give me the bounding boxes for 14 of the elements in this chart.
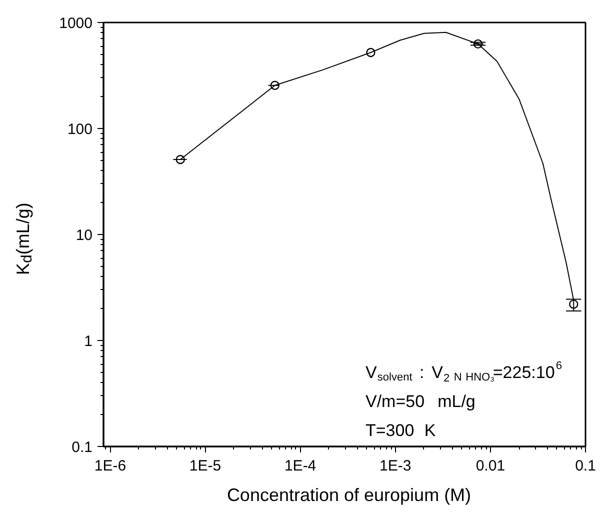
x-tick-label: 0.1 [575, 458, 596, 474]
annotation: T=300 K [366, 421, 436, 440]
annotation: V/m=50 mL/g [366, 392, 476, 411]
x-axis-title: Concentration of europium (M) [226, 484, 472, 507]
y-tick-label: 10 [76, 227, 93, 244]
y-tick-label: 1000 [59, 15, 93, 32]
x-tick-label: 1E-4 [284, 458, 316, 474]
x-tick-label: 1E-5 [189, 458, 222, 474]
y-tick-label: 100 [67, 121, 93, 138]
y-tick-label: 1 [84, 333, 92, 350]
x-tick-label: 1E-6 [94, 458, 126, 474]
y-tick-label: 0.1 [72, 439, 93, 456]
x-tick-label: 1E-3 [380, 458, 412, 474]
x-tick-label: 0.01 [476, 458, 506, 474]
